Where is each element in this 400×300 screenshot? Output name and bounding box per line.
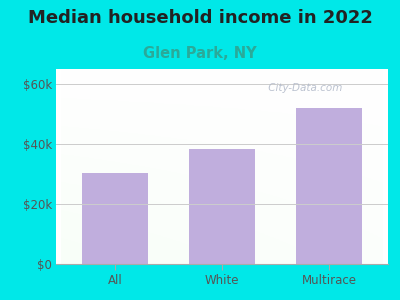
- Text: Median household income in 2022: Median household income in 2022: [28, 9, 372, 27]
- Bar: [82, 172, 148, 264]
- Bar: [296, 108, 362, 264]
- Text: City-Data.com: City-Data.com: [265, 82, 342, 93]
- Text: Glen Park, NY: Glen Park, NY: [143, 46, 257, 62]
- Bar: [189, 148, 255, 264]
